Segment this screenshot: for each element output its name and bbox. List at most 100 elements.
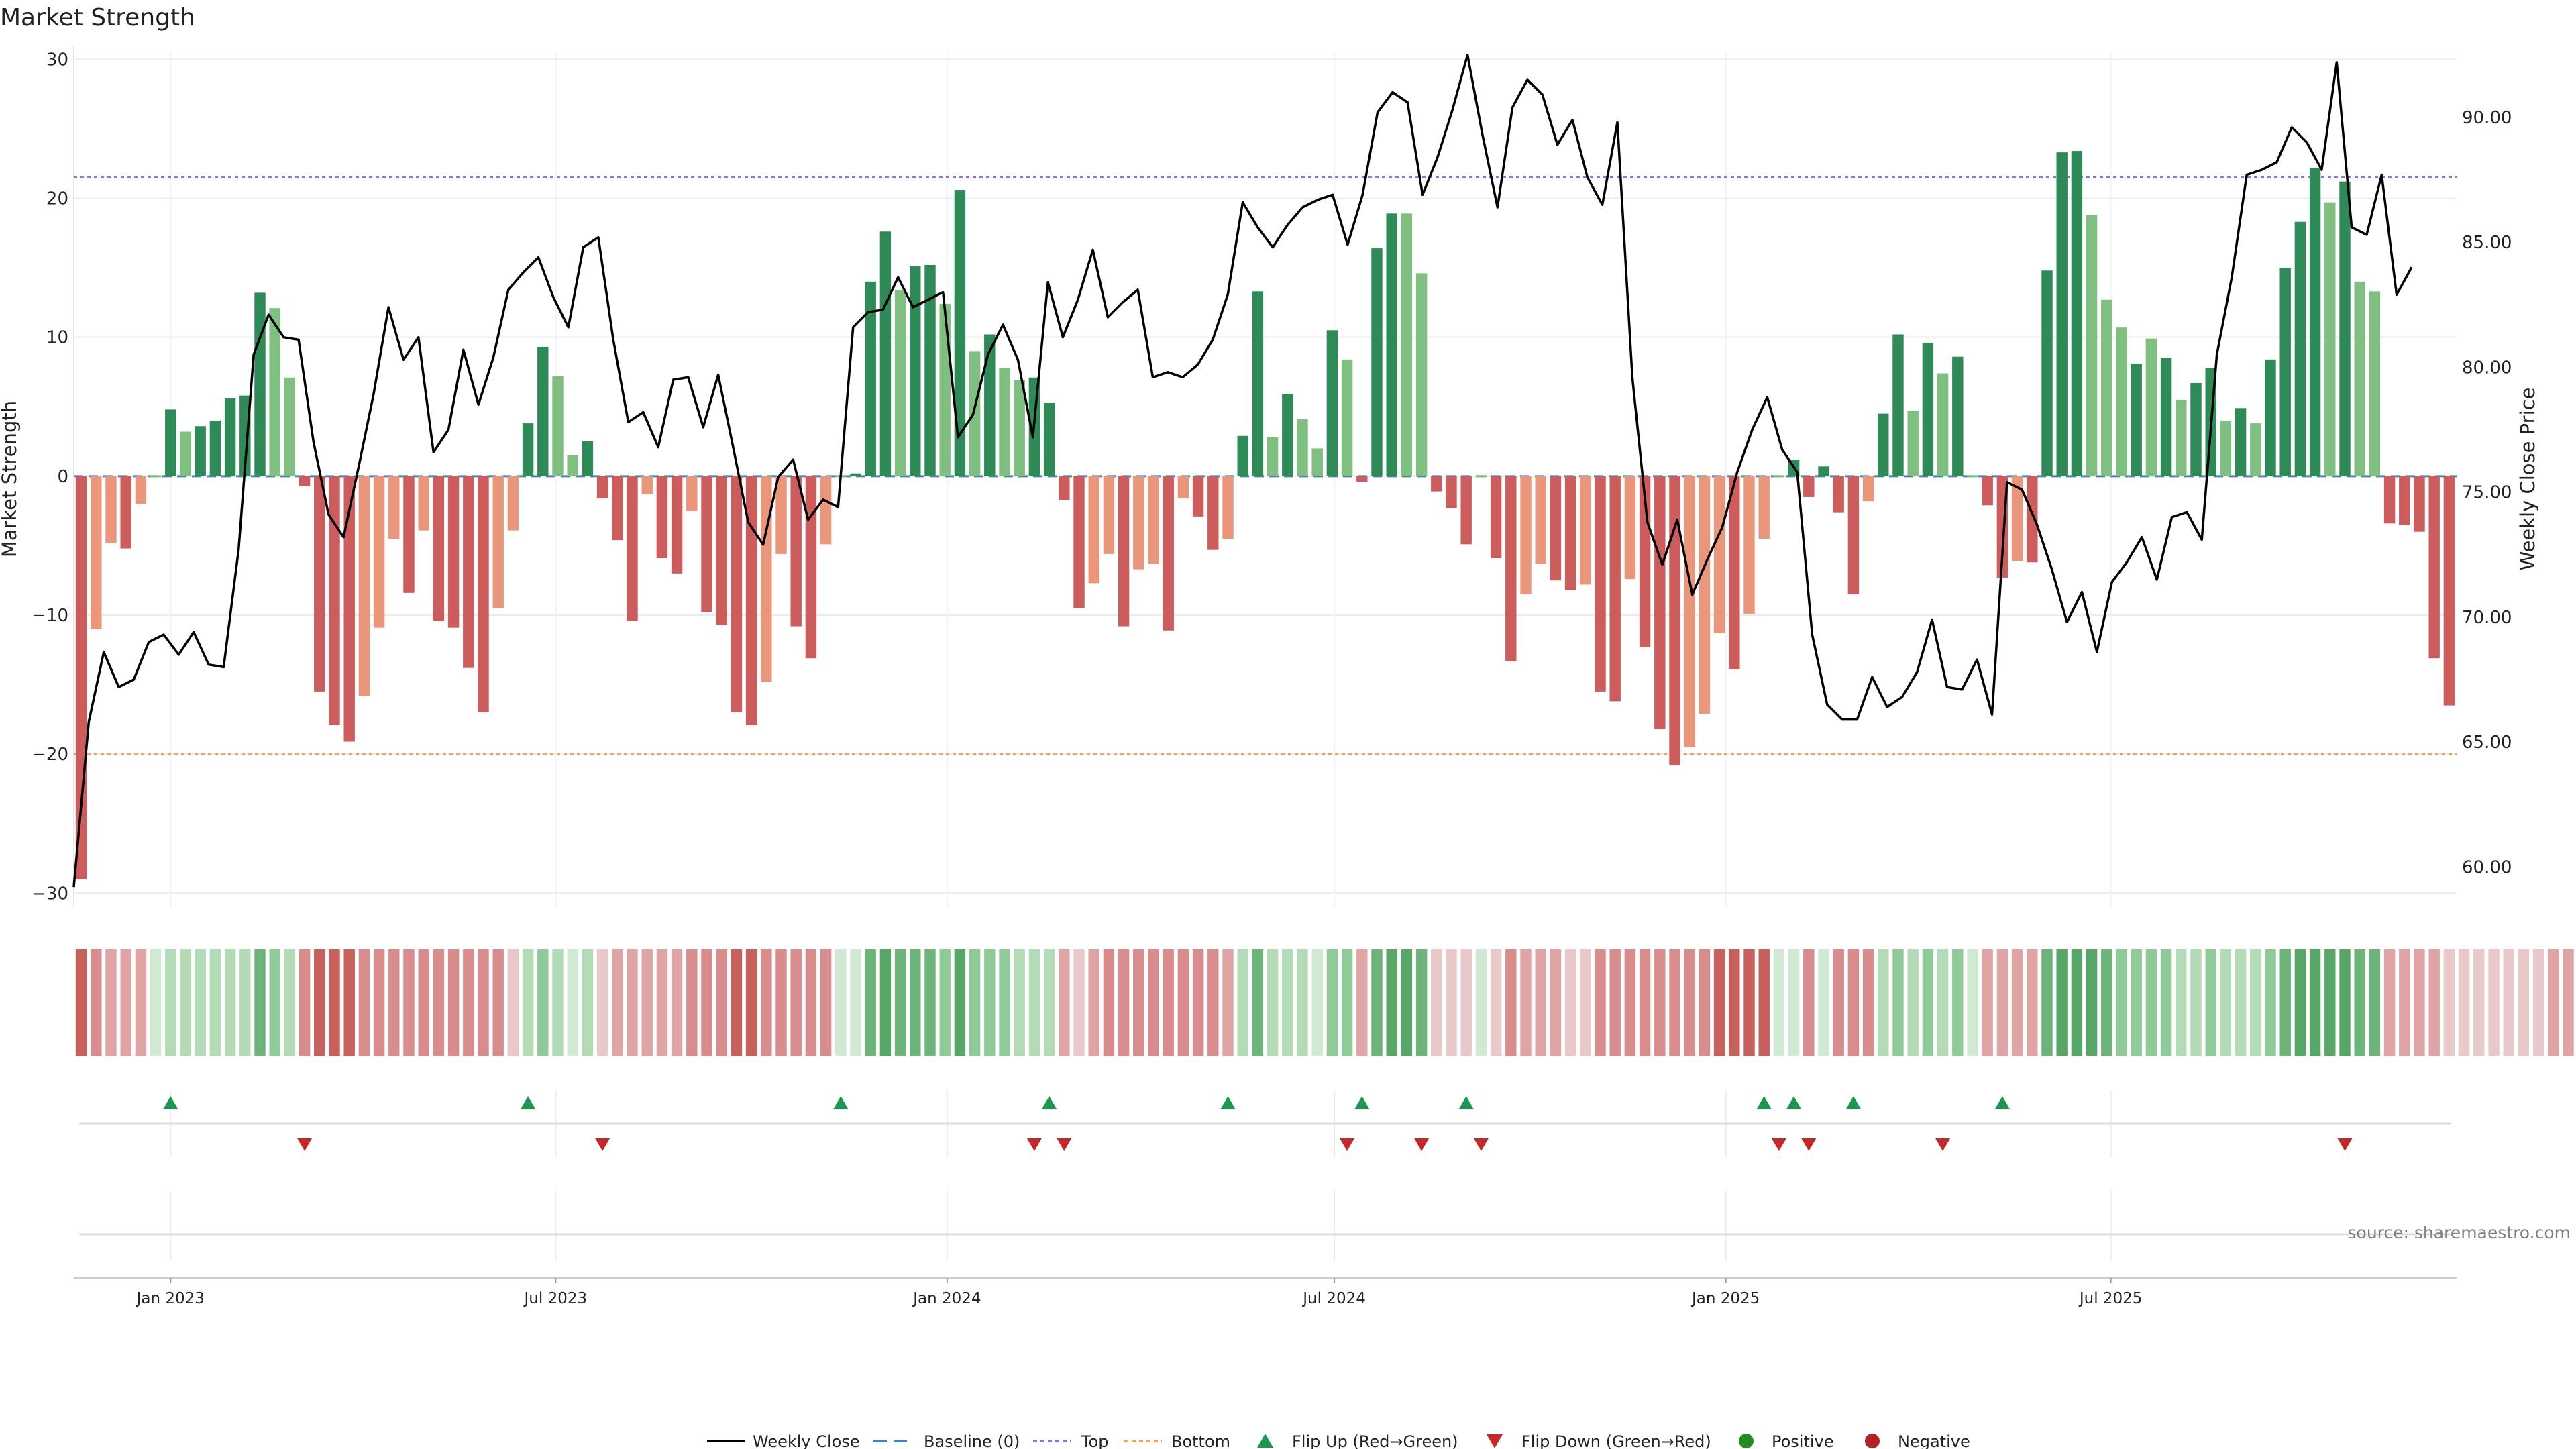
heat-cell	[447, 949, 460, 1056]
flip-up-marker	[1786, 1096, 1802, 1109]
heat-cell	[2458, 949, 2470, 1056]
legend-label: Weekly Close	[753, 1432, 860, 1449]
flip-up-marker	[833, 1096, 849, 1109]
legend-swatch	[1739, 1434, 1754, 1448]
heat-cell	[1073, 949, 1085, 1056]
heat-cell	[1252, 949, 1264, 1056]
strength-bar	[1326, 330, 1338, 476]
heat-cell	[403, 949, 415, 1056]
strength-bar	[180, 431, 191, 476]
strength-bar	[1059, 476, 1070, 500]
strength-bar	[1252, 291, 1264, 476]
heat-cell	[1550, 949, 1562, 1056]
y-tick-left-label: −20	[32, 745, 68, 765]
y-tick-left-label: −30	[32, 883, 68, 904]
flip-up-marker	[1994, 1096, 2010, 1109]
heat-cell	[1847, 949, 1860, 1056]
strength-bar	[195, 426, 206, 476]
x-tick-label: Jul 2023	[523, 1290, 588, 1307]
strength-bar	[1208, 476, 1219, 550]
flip-down-marker	[1473, 1138, 1489, 1151]
x-tick-label: Jan 2025	[1690, 1290, 1760, 1307]
strength-bar	[2145, 338, 2157, 476]
heat-cell	[1371, 949, 1383, 1056]
strength-bar	[1237, 435, 1248, 476]
heat-cell	[358, 949, 370, 1056]
heat-cell	[1192, 949, 1204, 1056]
strength-bar	[2086, 215, 2098, 476]
strength-bar	[135, 476, 147, 504]
strength-bar	[75, 476, 87, 879]
strength-bar	[403, 476, 415, 593]
strength-bar	[165, 409, 176, 476]
strength-bar	[2101, 299, 2112, 476]
flip-up-marker	[1354, 1096, 1370, 1109]
heat-cell	[567, 949, 578, 1056]
heat-cell	[2205, 949, 2216, 1056]
strength-bar	[1803, 476, 1815, 497]
y-axis-right-label: Weekly Close Price	[2516, 388, 2539, 571]
flip-up-marker	[163, 1096, 178, 1109]
heat-cell	[2160, 949, 2172, 1056]
strength-bar	[1088, 476, 1099, 584]
heat-cell	[1952, 949, 1964, 1056]
strength-bar	[984, 334, 996, 476]
heat-cell	[1014, 949, 1025, 1056]
heat-cell	[775, 949, 787, 1056]
strength-bar	[1341, 359, 1353, 476]
strength-bar	[671, 476, 683, 574]
strength-bar	[463, 476, 474, 668]
strength-bar	[1401, 213, 1413, 476]
strength-bar	[1758, 476, 1770, 539]
heat-cell	[1564, 949, 1576, 1056]
heat-cell	[969, 949, 981, 1056]
y-tick-right-label: 85.00	[2462, 233, 2512, 253]
strength-bar	[567, 455, 578, 476]
strength-bar	[1192, 476, 1204, 517]
strength-bar	[209, 420, 221, 476]
heat-cell	[1267, 949, 1279, 1056]
strength-bar	[850, 473, 861, 476]
heat-cell	[2190, 949, 2202, 1056]
strength-bar	[224, 398, 236, 476]
strength-bar	[1073, 476, 1085, 608]
heat-cell	[1356, 949, 1368, 1056]
strength-bar	[1624, 476, 1636, 580]
strength-bar	[388, 476, 400, 539]
strength-bar	[745, 476, 757, 725]
strength-bar	[2294, 221, 2306, 476]
heat-cell	[910, 949, 921, 1056]
strength-bar	[879, 231, 892, 476]
strength-bar	[2220, 420, 2232, 476]
heat-cell	[433, 949, 445, 1056]
heat-cell	[1729, 949, 1740, 1056]
strength-bar	[2131, 364, 2142, 476]
heat-cell	[2265, 949, 2276, 1056]
strength-bar	[418, 476, 429, 531]
heat-cell	[1654, 949, 1666, 1056]
heat-cell	[2339, 949, 2351, 1056]
heat-cell	[537, 949, 549, 1056]
strength-bar	[2160, 358, 2172, 476]
legend-label: Negative	[1898, 1432, 1970, 1449]
strength-bar	[2041, 270, 2053, 476]
strength-bar	[1818, 466, 1829, 476]
heat-cell	[552, 949, 564, 1056]
strength-bar	[1043, 402, 1055, 476]
heat-cell	[1878, 949, 1889, 1056]
strength-bar	[1222, 476, 1234, 539]
heat-cell	[716, 949, 727, 1056]
heat-cell	[492, 949, 504, 1056]
heat-cell	[1088, 949, 1099, 1056]
heat-cell	[507, 949, 519, 1056]
strength-bar	[1878, 413, 1889, 476]
y-tick-right-label: 90.00	[2462, 108, 2512, 128]
strength-bar	[1550, 476, 1562, 581]
strength-bar	[537, 347, 549, 476]
strength-bar	[1282, 394, 1293, 476]
flip-markers-panel	[79, 1090, 2451, 1261]
strength-bar	[1937, 373, 1949, 476]
heat-cell	[790, 949, 802, 1056]
flip-down-marker	[1801, 1138, 1817, 1151]
flip-down-marker	[1340, 1138, 1355, 1151]
